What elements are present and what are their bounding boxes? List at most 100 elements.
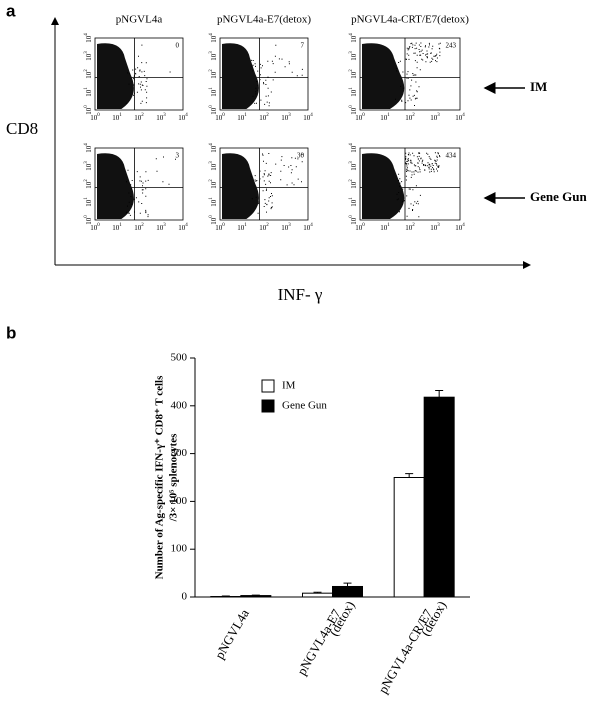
tick-label: 103 xyxy=(209,161,217,171)
tick-label: 101 xyxy=(112,113,122,121)
tick-exponent: 0 xyxy=(362,113,365,118)
tick-base: 10 xyxy=(303,224,311,232)
tick-base: 10 xyxy=(134,224,142,232)
flow-plot: 3 xyxy=(94,147,184,221)
tick-exponent: 0 xyxy=(209,215,214,218)
tick-base: 10 xyxy=(455,224,463,232)
tick-exponent: 0 xyxy=(362,223,365,228)
column-title: pNGVL4a xyxy=(116,14,163,26)
cell-dots xyxy=(250,44,303,107)
cell-dots xyxy=(125,156,176,218)
tick-base: 10 xyxy=(430,114,438,122)
tick-base: 10 xyxy=(156,114,164,122)
tick-label: 102 xyxy=(134,113,144,121)
plot-frame xyxy=(219,37,309,111)
tick-base: 10 xyxy=(210,71,218,79)
tick-base: 10 xyxy=(210,145,218,153)
flow-plot: 243 xyxy=(359,37,461,111)
flow-plot: 434 xyxy=(359,147,461,221)
plot-frame xyxy=(94,147,184,221)
tick-label: 102 xyxy=(349,69,357,79)
tick-label: 101 xyxy=(349,87,357,97)
tick-base: 10 xyxy=(430,224,438,232)
bar xyxy=(240,595,272,598)
legend-label: IM xyxy=(282,380,296,392)
tick-base: 10 xyxy=(281,114,289,122)
tick-base: 10 xyxy=(85,35,93,43)
event-count: 30 xyxy=(297,152,305,160)
tick-exponent: 2 xyxy=(209,69,214,72)
tick-exponent: 3 xyxy=(349,161,354,164)
tick-label: 103 xyxy=(156,113,166,121)
tick-label: 101 xyxy=(380,223,390,231)
x-axis-label: INF- γ xyxy=(278,285,323,304)
tick-exponent: 4 xyxy=(185,113,188,118)
tick-base: 10 xyxy=(210,89,218,97)
bar xyxy=(302,592,333,598)
y-tick-label: 200 xyxy=(171,495,188,507)
tick-label: 101 xyxy=(209,87,217,97)
tick-exponent: 0 xyxy=(84,105,89,108)
tick-exponent: 3 xyxy=(209,51,214,54)
tick-label: 102 xyxy=(405,223,415,231)
tick-base: 10 xyxy=(85,163,93,171)
tick-exponent: 3 xyxy=(163,113,166,118)
tick-label: 103 xyxy=(281,223,291,231)
tick-exponent: 2 xyxy=(412,113,415,118)
tick-base: 10 xyxy=(350,217,358,225)
tick-base: 10 xyxy=(350,145,358,153)
tick-label: 101 xyxy=(380,113,390,121)
tick-label: 100 xyxy=(349,105,357,115)
tick-exponent: 0 xyxy=(222,113,225,118)
tick-exponent: 4 xyxy=(84,143,89,146)
tick-label: 101 xyxy=(112,223,122,231)
tick-label: 102 xyxy=(84,179,92,189)
tick-exponent: 2 xyxy=(349,179,354,182)
tick-exponent: 4 xyxy=(310,223,313,228)
tick-exponent: 3 xyxy=(437,113,440,118)
tick-label: 103 xyxy=(209,51,217,61)
y-tick-label: 100 xyxy=(171,543,188,555)
error-bar xyxy=(435,390,444,398)
column-title: pNGVL4a-E7(detox) xyxy=(217,14,311,26)
tick-label: 103 xyxy=(281,113,291,121)
tick-base: 10 xyxy=(405,224,413,232)
tick-exponent: 2 xyxy=(209,179,214,182)
tick-label: 100 xyxy=(90,113,100,121)
tick-base: 10 xyxy=(178,114,186,122)
tick-base: 10 xyxy=(112,224,120,232)
tick-label: 100 xyxy=(90,223,100,231)
error-bar xyxy=(405,473,414,478)
tick-base: 10 xyxy=(455,114,463,122)
tick-exponent: 4 xyxy=(209,33,214,36)
tick-base: 10 xyxy=(303,114,311,122)
row-label: IM xyxy=(530,79,547,94)
tick-exponent: 2 xyxy=(266,223,269,228)
tick-label: 103 xyxy=(349,161,357,171)
plot-frame xyxy=(359,147,461,221)
cell-population xyxy=(362,153,405,219)
tick-base: 10 xyxy=(85,107,93,115)
bar xyxy=(423,396,455,598)
tick-label: 104 xyxy=(349,33,357,43)
error-bar xyxy=(313,591,322,594)
tick-base: 10 xyxy=(210,217,218,225)
column-title: pNGVL4a-CRT/E7(detox) xyxy=(351,14,469,26)
plot-frame xyxy=(359,37,461,111)
panel-label: a xyxy=(6,1,16,20)
plot-frame xyxy=(219,147,309,221)
tick-label: 101 xyxy=(84,87,92,97)
tick-base: 10 xyxy=(350,71,358,79)
tick-label: 100 xyxy=(355,113,365,121)
event-count: 7 xyxy=(301,42,305,50)
tick-base: 10 xyxy=(210,53,218,61)
tick-exponent: 1 xyxy=(349,87,354,90)
cell-population xyxy=(362,43,405,109)
tick-label: 102 xyxy=(259,223,269,231)
tick-label: 104 xyxy=(303,223,313,231)
tick-exponent: 1 xyxy=(119,223,122,228)
tick-exponent: 2 xyxy=(141,113,144,118)
x-tick-line: pNGVL4a xyxy=(212,606,253,661)
tick-base: 10 xyxy=(210,163,218,171)
event-count: 3 xyxy=(176,152,180,160)
